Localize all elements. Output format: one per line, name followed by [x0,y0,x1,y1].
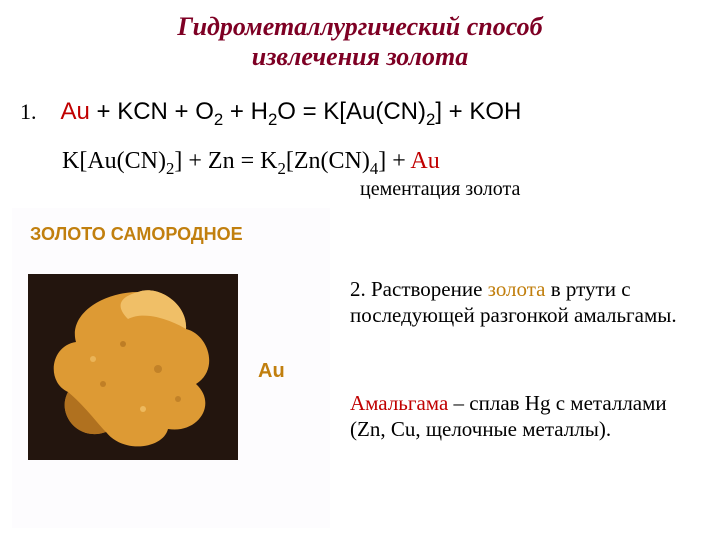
paragraph-3: Амальгама – сплав Hg с металлами (Zn, Cu… [350,390,702,443]
amalgam-word: Амальгама [350,391,448,415]
equation-1: 1. Au + KCN + O2 + H2O = K[Au(CN)2] + KO… [20,98,700,126]
equation-1-body: Au + KCN + O2 + H2O = K[Au(CN)2] + KOH [61,98,522,125]
slide: Гидрометаллургический способ извлечения … [0,0,720,540]
au-label: Au [258,360,285,383]
equation-2: K[Au(CN)2] + Zn = K2[Zn(CN)4] + Au [62,148,702,175]
title-line-2: извлечения золота [252,42,468,71]
paragraph-2: 2. Растворение золота в ртути с последую… [350,276,700,329]
gold-nugget-image [28,274,238,460]
title-line-1: Гидрометаллургический способ [177,12,542,41]
equation-1-number: 1. [20,99,37,124]
gold-word: золота [488,277,546,301]
au-symbol-2: Au [410,148,439,174]
slide-title: Гидрометаллургический способ извлечения … [0,12,720,72]
gold-card: ЗОЛОТО САМОРОДНОЕ Au [12,208,330,528]
cementation-label: цементация золота [360,178,520,201]
au-symbol: Au [61,98,90,125]
gold-card-title: ЗОЛОТО САМОРОДНОЕ [30,224,243,245]
